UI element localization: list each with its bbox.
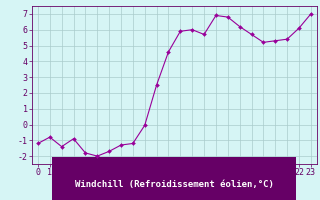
X-axis label: Windchill (Refroidissement éolien,°C): Windchill (Refroidissement éolien,°C) <box>75 180 274 189</box>
